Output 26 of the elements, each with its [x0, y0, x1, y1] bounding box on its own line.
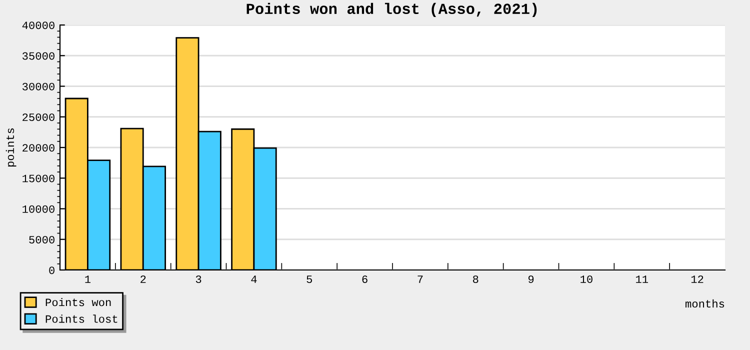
y-tick-label: 5000 — [29, 236, 54, 244]
y-tick-label: 0 — [49, 266, 54, 274]
y-tick-label: 20000 — [22, 144, 54, 152]
y-tick-label: 30000 — [22, 82, 54, 90]
y-tick-label: 25000 — [22, 113, 54, 122]
x-tick-label: 10 — [580, 275, 592, 284]
chart-title: Points won and lost (Asso, 2021) — [246, 2, 537, 18]
legend-label: Points won — [46, 298, 111, 306]
x-tick-label: 11 — [636, 276, 648, 283]
y-tick-label: 10000 — [22, 205, 54, 213]
x-tick-label: 3 — [196, 275, 202, 284]
x-axis-title: months — [686, 299, 724, 308]
x-tick-label: 9 — [528, 275, 534, 284]
x-tick-label: 7 — [418, 276, 423, 283]
x-tick-label: 6 — [362, 275, 368, 284]
y-tick-label: 35000 — [22, 52, 54, 60]
x-tick-label: 4 — [251, 276, 257, 283]
x-tick-label: 12 — [691, 275, 704, 283]
x-tick-label: 2 — [140, 275, 146, 283]
x-tick-label: 5 — [306, 276, 312, 284]
y-tick-label: 15000 — [22, 174, 54, 182]
y-axis-title: points — [6, 128, 16, 167]
legend-label: Points lost — [46, 314, 118, 323]
y-tick-label: 40000 — [22, 22, 54, 30]
x-tick-label: 8 — [473, 275, 478, 284]
x-tick-label: 1 — [85, 276, 91, 283]
